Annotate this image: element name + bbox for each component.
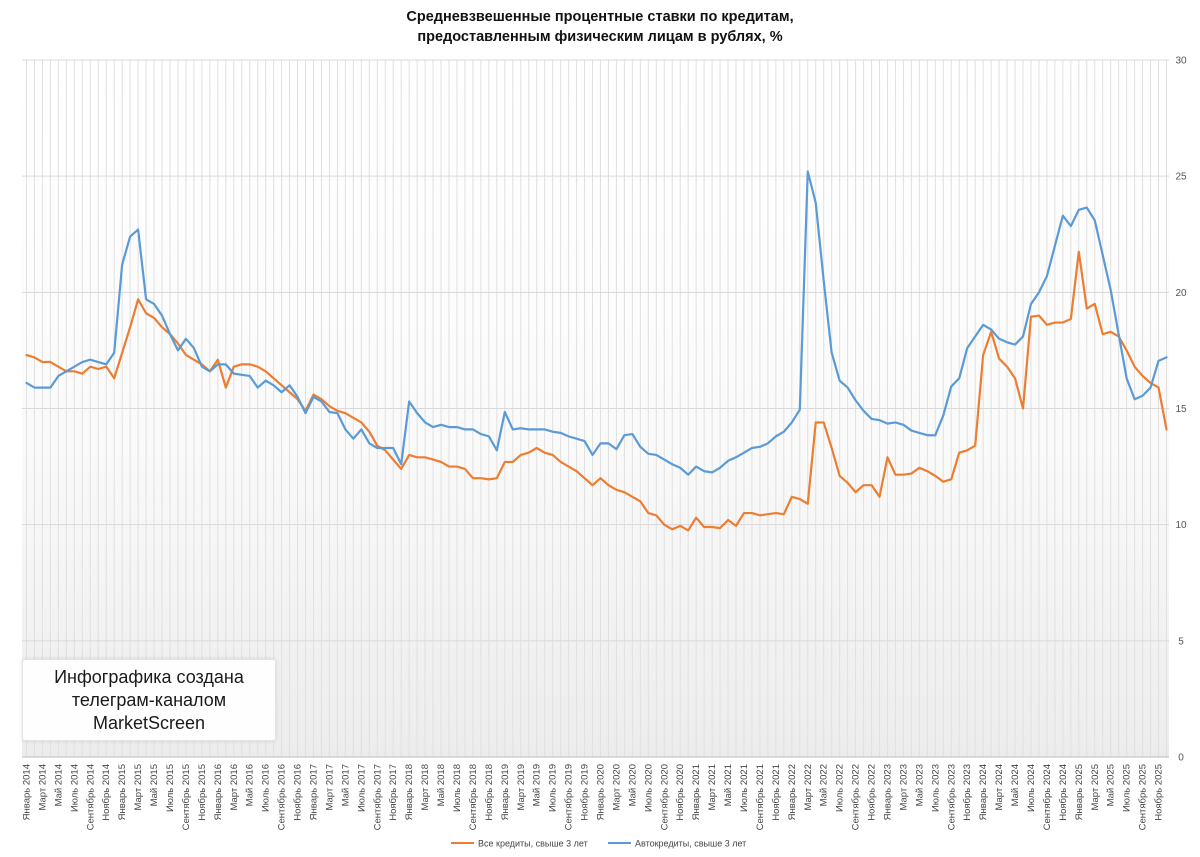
x-tick-label: Июль 2019 xyxy=(548,764,559,812)
x-tick-label: Январь 2020 xyxy=(595,764,606,820)
x-tick-label: Май 2021 xyxy=(723,764,734,806)
x-tick-label: Март 2020 xyxy=(611,764,622,811)
x-tick-label: Январь 2023 xyxy=(882,764,893,820)
x-tick-label: Июль 2014 xyxy=(69,764,80,812)
x-tick-label: Ноябрь 2020 xyxy=(675,764,686,821)
x-tick-label: Январь 2017 xyxy=(308,764,319,820)
x-tick-label: Ноябрь 2015 xyxy=(197,764,208,821)
x-axis-ticks: Январь 2014 Март 2014 Май 2014 Июль 2014 Сен… xyxy=(22,764,1165,830)
x-tick-label: Май 2019 xyxy=(532,764,543,806)
x-tick-label: Июль 2015 xyxy=(165,764,176,812)
x-tick-label: Март 2016 xyxy=(229,764,240,811)
x-tick-label: Март 2014 xyxy=(37,764,48,811)
x-tick-label: Май 2017 xyxy=(340,764,351,806)
x-tick-label: Ноябрь 2016 xyxy=(293,764,304,821)
y-tick-label: 15 xyxy=(1175,404,1187,415)
x-tick-label: Июль 2022 xyxy=(835,764,846,812)
x-tick-label: Май 2015 xyxy=(149,764,160,806)
x-tick-label: Март 2015 xyxy=(133,764,144,811)
x-tick-label: Июль 2025 xyxy=(1122,764,1133,812)
y-tick-label: 20 xyxy=(1175,288,1187,299)
x-tick-label: Ноябрь 2017 xyxy=(388,764,399,821)
x-tick-label: Май 2016 xyxy=(245,764,256,806)
series-lines xyxy=(25,170,1168,532)
x-tick-label: Ноябрь 2014 xyxy=(101,764,112,821)
x-tick-label: Сентябрь 2018 xyxy=(468,764,479,830)
x-tick-label: Январь 2022 xyxy=(787,764,798,820)
legend-label-auto-loans: Автокредиты, свыше 3 лет xyxy=(635,839,746,849)
y-tick-label: 30 xyxy=(1175,56,1187,67)
x-tick-label: Март 2017 xyxy=(324,764,335,811)
x-tick-label: Июль 2021 xyxy=(739,764,750,812)
x-tick-label: Сентябрь 2020 xyxy=(659,764,670,830)
x-tick-label: Ноябрь 2024 xyxy=(1058,764,1069,821)
x-tick-label: Январь 2024 xyxy=(978,764,989,820)
y-tick-label: 25 xyxy=(1175,172,1187,183)
x-tick-label: Ноябрь 2021 xyxy=(771,764,782,821)
horizontal-gridlines xyxy=(22,59,1169,642)
x-tick-label: Январь 2016 xyxy=(213,764,224,820)
watermark-box: Инфографика создана телеграм-каналом Mar… xyxy=(22,659,276,741)
x-tick-label: Сентябрь 2022 xyxy=(851,764,862,830)
x-tick-label: Июль 2018 xyxy=(452,764,463,812)
x-tick-label: Сентябрь 2014 xyxy=(85,764,96,830)
x-tick-label: Сентябрь 2021 xyxy=(755,764,766,830)
x-tick-label: Сентябрь 2017 xyxy=(372,764,383,830)
y-tick-label: 10 xyxy=(1175,520,1187,531)
legend: Все кредиты, свыше 3 лет Автокредиты, св… xyxy=(451,839,746,849)
series-line-auto-loans xyxy=(25,170,1168,476)
x-tick-label: Ноябрь 2019 xyxy=(580,764,591,821)
x-tick-label: Ноябрь 2025 xyxy=(1154,764,1165,821)
x-tick-label: Ноябрь 2022 xyxy=(867,764,878,821)
x-tick-label: Ноябрь 2018 xyxy=(484,764,495,821)
x-tick-label: Март 2019 xyxy=(516,764,527,811)
x-tick-label: Июль 2024 xyxy=(1026,764,1037,812)
x-tick-label: Июль 2017 xyxy=(356,764,367,812)
x-tick-label: Май 2018 xyxy=(436,764,447,806)
x-tick-label: Май 2023 xyxy=(914,764,925,806)
x-tick-label: Январь 2018 xyxy=(404,764,415,820)
y-tick-label: 0 xyxy=(1178,753,1184,764)
x-tick-label: Сентябрь 2016 xyxy=(277,764,288,830)
x-tick-label: Июль 2020 xyxy=(643,764,654,812)
x-tick-label: Сентябрь 2015 xyxy=(181,764,192,830)
x-tick-label: Июль 2023 xyxy=(930,764,941,812)
watermark-line2: телеграм-каналом xyxy=(71,689,227,710)
x-tick-label: Сентябрь 2025 xyxy=(1138,764,1149,830)
x-tick-label: Май 2024 xyxy=(1010,764,1021,806)
chart-title-line2: предоставленным физическим лицам в рубля… xyxy=(417,29,782,45)
x-tick-label: Май 2014 xyxy=(53,764,64,806)
x-tick-label: Март 2018 xyxy=(420,764,431,811)
y-axis-ticks: 0 5 10 15 20 25 30 xyxy=(1175,56,1187,764)
x-tick-label: Сентябрь 2024 xyxy=(1042,764,1053,830)
watermark-line1: Инфографика создана xyxy=(54,666,244,687)
x-tick-label: Март 2024 xyxy=(994,764,1005,811)
watermark-line3: MarketScreen xyxy=(92,712,206,733)
x-tick-label: Май 2022 xyxy=(819,764,830,806)
x-tick-label: Январь 2025 xyxy=(1074,764,1085,820)
x-tick-label: Май 2025 xyxy=(1106,764,1117,806)
x-tick-label: Январь 2021 xyxy=(691,764,702,820)
x-tick-label: Сентябрь 2023 xyxy=(946,764,957,830)
chart-title-line1: Средневзвешенные процентные ставки по кр… xyxy=(406,9,793,25)
x-tick-label: Март 2025 xyxy=(1090,764,1101,811)
series-line-all-loans xyxy=(25,250,1168,532)
x-tick-label: Январь 2019 xyxy=(500,764,511,820)
x-tick-label: Январь 2014 xyxy=(22,764,33,820)
y-tick-label: 5 xyxy=(1178,636,1184,647)
x-tick-label: Март 2023 xyxy=(898,764,909,811)
x-tick-label: Май 2020 xyxy=(627,764,638,806)
x-tick-label: Март 2021 xyxy=(707,764,718,811)
x-tick-label: Март 2022 xyxy=(803,764,814,811)
x-tick-label: Ноябрь 2023 xyxy=(962,764,973,821)
x-tick-label: Январь 2015 xyxy=(117,764,128,820)
x-tick-label: Сентябрь 2019 xyxy=(564,764,575,830)
x-tick-label: Июль 2016 xyxy=(261,764,272,812)
legend-label-all-loans: Все кредиты, свыше 3 лет xyxy=(478,839,588,849)
